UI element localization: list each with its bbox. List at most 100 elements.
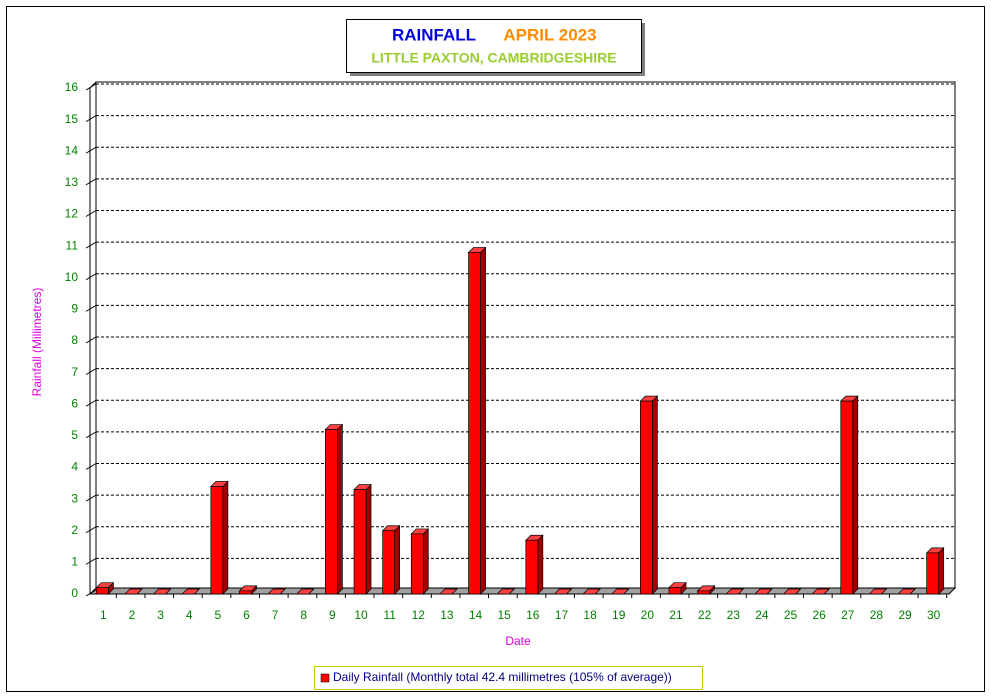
- title-box: [346, 19, 642, 73]
- legend-label: Daily Rainfall (Monthly total 42.4 milli…: [333, 670, 672, 684]
- bar: [181, 588, 201, 595]
- bar-side: [480, 246, 486, 595]
- bar: [925, 547, 945, 595]
- bar-front: [639, 400, 653, 595]
- bar: [553, 588, 573, 595]
- x-tick-label: 17: [555, 608, 569, 622]
- x-tick-label: 14: [469, 608, 483, 622]
- y-tick: [85, 494, 97, 502]
- y-tick-label: 2: [71, 523, 78, 537]
- x-tick-label: 27: [841, 608, 855, 622]
- bar: [610, 588, 630, 595]
- x-tick-label: 4: [186, 608, 193, 622]
- bar-top: [582, 588, 601, 595]
- y-tick-label: 5: [71, 428, 78, 442]
- y-tick: [85, 463, 97, 470]
- y-tick: [85, 146, 97, 154]
- bar: [439, 588, 458, 595]
- bar-side: [422, 528, 429, 595]
- bar: [324, 423, 344, 595]
- bar-top: [267, 588, 286, 595]
- bar-front: [95, 587, 109, 595]
- bar-top: [295, 588, 315, 595]
- y-tick: [85, 557, 97, 565]
- back-wall: [95, 81, 956, 589]
- bar-side: [222, 480, 229, 595]
- x-tick-label: 5: [215, 608, 222, 622]
- bar-top: [181, 588, 201, 595]
- bar: [725, 588, 745, 595]
- bar: [811, 588, 830, 595]
- y-tick: [85, 210, 97, 217]
- y-tick: [85, 83, 97, 91]
- y-tick-label: 9: [71, 302, 78, 316]
- bar-side: [852, 395, 859, 595]
- y-tick-label: 6: [71, 396, 78, 410]
- x-tick-label: 3: [157, 608, 164, 622]
- bar-side: [337, 423, 343, 595]
- x-tick-label: 8: [300, 608, 307, 622]
- bar: [868, 588, 888, 595]
- y-tick-label: 8: [71, 333, 78, 347]
- bar-top: [553, 588, 573, 595]
- x-tick-label: 16: [526, 608, 540, 622]
- y-tick: [85, 115, 97, 123]
- bar-front: [697, 590, 710, 595]
- x-tick-label: 19: [612, 608, 626, 622]
- x-axis-title: Date: [505, 634, 531, 648]
- x-tick-label: 15: [498, 608, 512, 622]
- y-tick-label: 10: [65, 270, 79, 284]
- x-tick-label: 25: [784, 608, 798, 622]
- bar-top: [496, 588, 516, 595]
- bar: [295, 588, 315, 595]
- bar-front: [468, 252, 481, 595]
- bar-side: [651, 395, 658, 595]
- x-tick-label: 22: [698, 608, 712, 622]
- bar: [467, 246, 487, 595]
- y-axis-title: Rainfall (Millimetres): [30, 288, 44, 397]
- bar: [839, 395, 859, 595]
- x-tick-label: 11: [383, 608, 396, 622]
- x-tick-label: 12: [412, 608, 426, 622]
- bar: [410, 528, 430, 595]
- bar-top: [868, 588, 888, 595]
- bar: [754, 588, 773, 595]
- y-tick-label: 14: [65, 143, 79, 157]
- bar: [897, 588, 916, 595]
- bar: [267, 588, 286, 595]
- y-tick-label: 1: [71, 555, 78, 569]
- bar-front: [410, 533, 424, 595]
- x-tick-label: 13: [440, 608, 454, 622]
- bar: [524, 534, 544, 595]
- x-tick-label: 6: [243, 608, 250, 622]
- y-tick: [85, 589, 97, 597]
- x-tick-label: 1: [100, 608, 107, 622]
- y-tick-label: 15: [65, 112, 79, 126]
- x-tick-label: 29: [898, 608, 912, 622]
- bar-front: [840, 400, 854, 595]
- chart-title: RAINFALL: [392, 25, 476, 44]
- x-tick-label: 20: [641, 608, 655, 622]
- bar: [639, 395, 659, 595]
- bar-front: [668, 587, 682, 595]
- bar: [95, 581, 115, 595]
- bar-front: [525, 539, 539, 595]
- bar-side: [365, 483, 372, 595]
- bar: [696, 584, 716, 595]
- x-tick-label: 21: [669, 608, 683, 622]
- y-tick: [85, 273, 97, 281]
- bar-front: [325, 429, 338, 595]
- bar-top: [610, 588, 630, 595]
- y-tick: [85, 399, 97, 407]
- y-tick-label: 4: [71, 460, 78, 474]
- bar: [124, 588, 143, 595]
- bar-side: [394, 524, 400, 595]
- bar-front: [353, 489, 367, 595]
- x-tick-label: 26: [812, 608, 826, 622]
- bar-top: [124, 588, 143, 595]
- bar: [238, 584, 258, 595]
- x-tick-label: 24: [755, 608, 769, 622]
- y-tick: [85, 336, 97, 344]
- x-tick-label: 30: [927, 608, 941, 622]
